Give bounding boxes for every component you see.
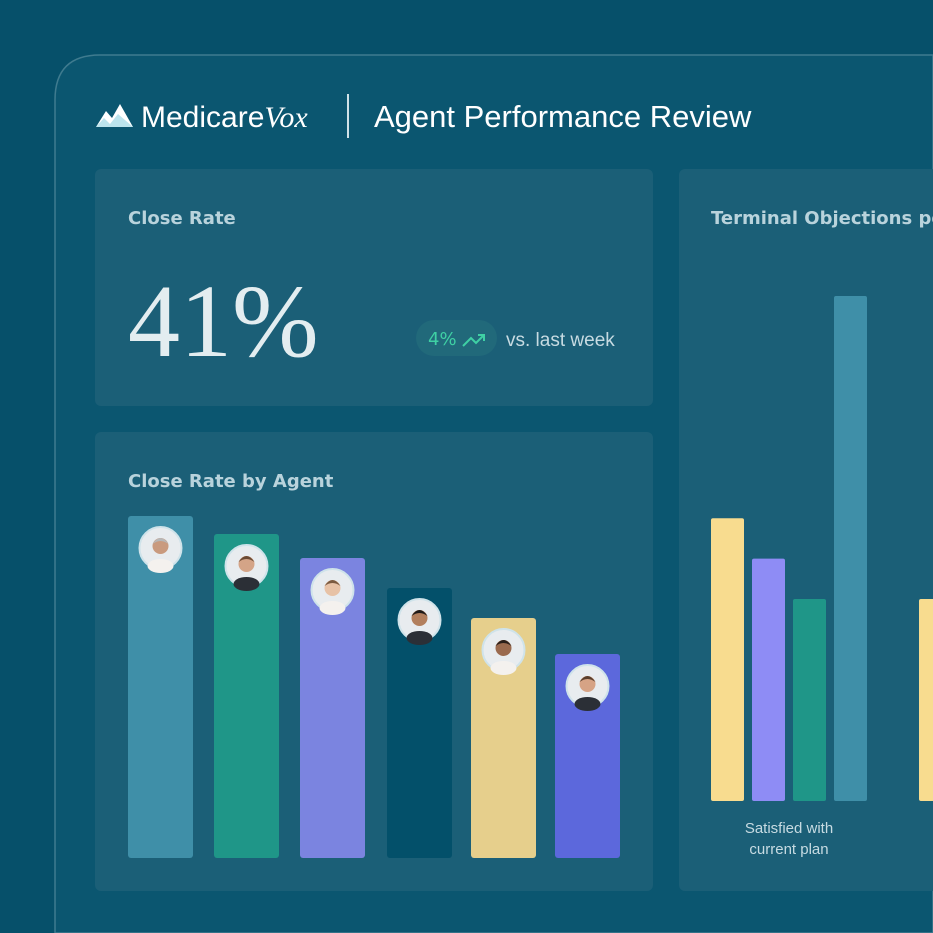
category-label: Satisfied with current plan bbox=[744, 820, 834, 858]
avatar-shoulders bbox=[574, 697, 601, 711]
card-title: Close Rate bbox=[128, 208, 236, 229]
avatar-hair bbox=[495, 640, 512, 646]
bar bbox=[300, 558, 365, 858]
avatar-head bbox=[238, 556, 255, 572]
avatar-head bbox=[152, 538, 169, 554]
bar bbox=[834, 296, 867, 801]
avatar-shoulders bbox=[147, 559, 174, 573]
big-value: 41% bbox=[128, 264, 319, 379]
avatar-hair bbox=[152, 538, 169, 544]
change-value: 4% bbox=[428, 329, 457, 350]
avatar-head bbox=[495, 640, 512, 656]
avatar-shoulders bbox=[233, 577, 260, 591]
avatar-hair bbox=[411, 610, 428, 616]
avatar-shoulders bbox=[406, 631, 433, 645]
bar bbox=[793, 599, 826, 801]
bar bbox=[711, 518, 744, 801]
bar bbox=[128, 516, 193, 858]
category-label-box: Satisfied with current plan bbox=[744, 820, 834, 858]
chart-title: Terminal Objections per bbox=[711, 208, 933, 229]
bar bbox=[387, 588, 452, 858]
change-badge bbox=[416, 320, 497, 356]
chart-title: Close Rate by Agent bbox=[128, 471, 334, 492]
avatar-hair bbox=[579, 676, 596, 682]
page-title: Agent Performance Review bbox=[374, 99, 752, 134]
change-note: vs. last week bbox=[506, 330, 615, 351]
bar bbox=[919, 599, 933, 801]
trend-arrow bbox=[462, 334, 485, 347]
close-rate-card bbox=[95, 169, 653, 406]
logo-icon-shade bbox=[96, 114, 133, 127]
brand-name: Medicare bbox=[141, 101, 264, 134]
avatar-head bbox=[324, 580, 341, 596]
avatar-head bbox=[411, 610, 428, 626]
bar bbox=[555, 654, 620, 858]
avatar-hair bbox=[238, 556, 255, 562]
avatar-hair bbox=[324, 580, 341, 586]
brand: MedicareVox bbox=[141, 101, 308, 134]
avatar-head bbox=[579, 676, 596, 692]
avatar-shoulders bbox=[319, 601, 346, 615]
bar bbox=[471, 618, 536, 858]
brand-suffix: Vox bbox=[264, 101, 308, 134]
bar bbox=[752, 558, 785, 801]
avatar-shoulders bbox=[490, 661, 517, 675]
bar bbox=[214, 534, 279, 858]
